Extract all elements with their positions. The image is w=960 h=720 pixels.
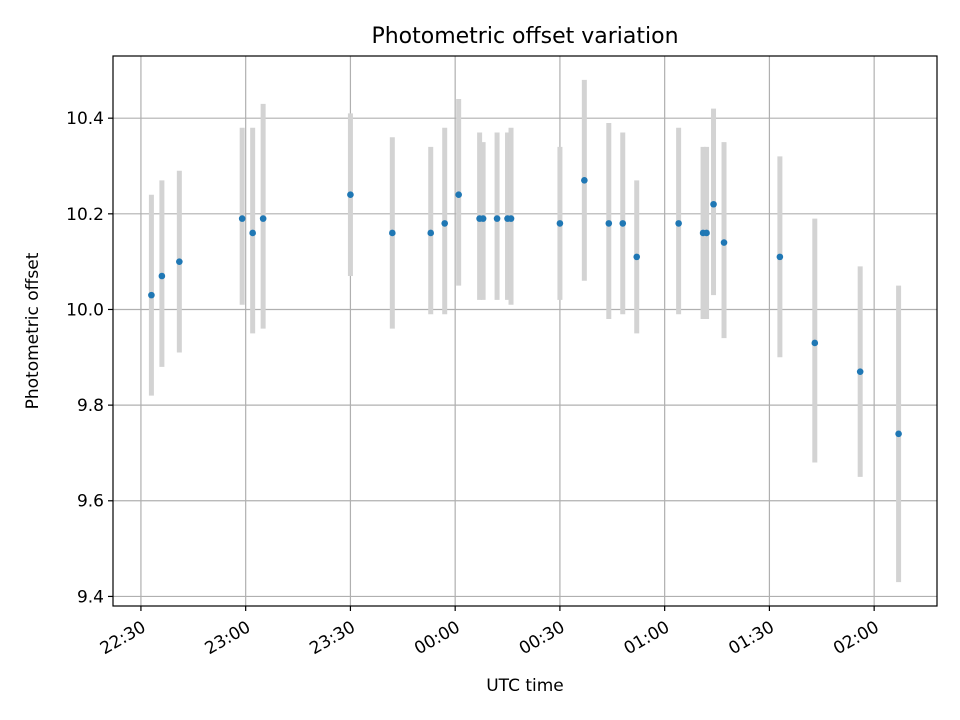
error-bars <box>148 79 902 583</box>
data-point <box>148 291 155 299</box>
data-point <box>238 215 246 222</box>
data-point <box>581 177 588 184</box>
data-point <box>703 229 710 237</box>
x-tick-label: 00:00 <box>411 617 463 659</box>
plot-frame <box>112 55 938 607</box>
y-axis-label: Photometric offset <box>23 252 43 409</box>
y-tick-label: 9.4 <box>77 587 104 607</box>
data-point <box>347 191 354 198</box>
chart-title: Photometric offset variation <box>371 24 678 49</box>
data-point <box>710 200 717 208</box>
x-tick-label: 00:30 <box>516 617 568 659</box>
data-point <box>479 215 487 222</box>
axis-ticks: 22:30 23:00 23:30 00:00 00:30 01:00 01:30 02:00… <box>66 109 882 659</box>
data-point <box>720 239 728 246</box>
y-tick-label: 10.2 <box>66 205 104 225</box>
y-tick-label: 10.0 <box>66 300 104 320</box>
data-point <box>776 253 784 261</box>
x-tick-label: 23:00 <box>202 617 254 659</box>
data-point <box>389 229 396 237</box>
data-point <box>427 229 435 237</box>
y-tick-label: 10.4 <box>66 109 104 129</box>
x-axis-label: UTC time <box>486 676 564 696</box>
data-point <box>441 220 448 227</box>
data-point <box>811 339 819 347</box>
data-point <box>158 272 166 280</box>
x-tick-label: 01:00 <box>621 617 673 659</box>
data-point <box>675 220 682 227</box>
data-point <box>633 253 641 261</box>
data-point <box>455 191 462 198</box>
data-point <box>605 220 613 227</box>
data-point <box>856 368 864 375</box>
y-tick-label: 9.8 <box>77 396 104 416</box>
data-point <box>249 229 256 237</box>
data-point <box>493 215 501 222</box>
data-point <box>556 220 564 227</box>
x-tick-label: 02:00 <box>830 617 882 659</box>
x-tick-label: 22:30 <box>97 617 149 659</box>
data-point <box>176 258 183 265</box>
x-tick-label: 01:30 <box>725 617 777 659</box>
data-point <box>895 430 902 438</box>
data-points <box>148 177 902 438</box>
data-point <box>259 215 267 222</box>
y-tick-label: 9.6 <box>77 492 104 512</box>
data-point <box>619 220 627 227</box>
data-point <box>507 215 515 222</box>
x-tick-label: 23:30 <box>306 617 358 659</box>
